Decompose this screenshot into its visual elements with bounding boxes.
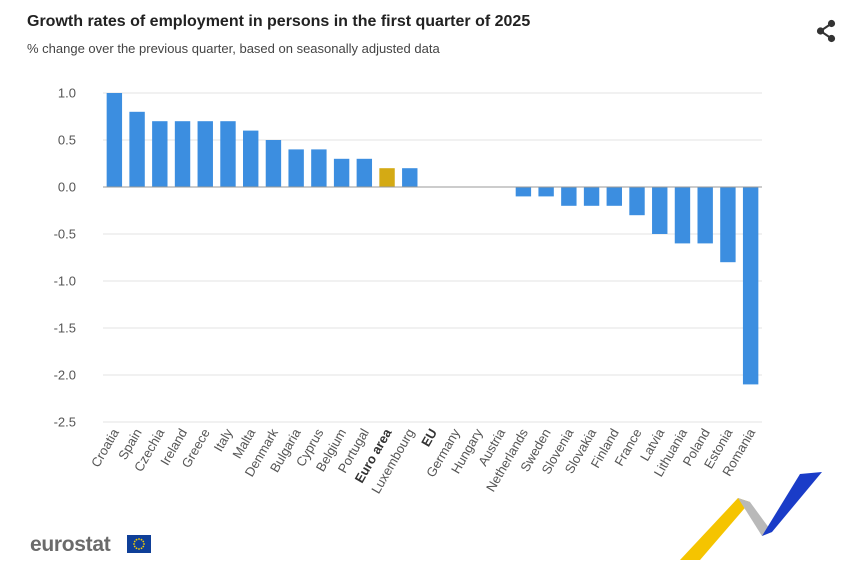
bar xyxy=(243,130,259,187)
bar xyxy=(561,187,577,206)
bar xyxy=(106,93,123,187)
bar xyxy=(697,187,713,244)
chart-title: Growth rates of employment in persons in… xyxy=(27,13,531,30)
bar xyxy=(129,111,145,187)
y-tick-label: 0.5 xyxy=(58,133,76,148)
eurostat-logo: eurostat xyxy=(30,533,111,556)
y-tick-label: -0.5 xyxy=(54,227,76,242)
eu-flag-icon xyxy=(127,535,151,553)
bar xyxy=(720,187,736,263)
bar xyxy=(674,187,691,244)
x-tick-label: Croatia xyxy=(88,425,122,469)
bar xyxy=(220,121,236,187)
bar xyxy=(606,187,622,206)
y-tick-label: -2.5 xyxy=(54,415,76,430)
bar xyxy=(356,158,373,187)
share-icon[interactable] xyxy=(812,17,840,45)
y-tick-label: 1.0 xyxy=(58,86,76,101)
bar xyxy=(265,140,282,187)
bar xyxy=(288,149,304,187)
bar xyxy=(379,168,395,187)
bar xyxy=(333,158,350,187)
bar xyxy=(583,187,600,206)
y-tick-label: -1.5 xyxy=(54,321,76,336)
bar xyxy=(652,187,668,234)
y-tick-label: -2.0 xyxy=(54,368,76,383)
y-tick-label: -1.0 xyxy=(54,274,76,289)
bar xyxy=(742,187,759,385)
y-tick-label: 0.0 xyxy=(58,180,76,195)
bar xyxy=(152,121,168,187)
x-tick-label: EU xyxy=(418,426,440,449)
bar xyxy=(174,121,191,187)
bar xyxy=(311,149,327,187)
bar xyxy=(629,187,645,216)
chart-subtitle: % change over the previous quarter, base… xyxy=(27,41,440,56)
bar xyxy=(515,187,532,197)
bar xyxy=(538,187,554,197)
decorative-ribbon xyxy=(680,472,822,560)
bar xyxy=(197,121,213,187)
bar xyxy=(402,168,418,187)
